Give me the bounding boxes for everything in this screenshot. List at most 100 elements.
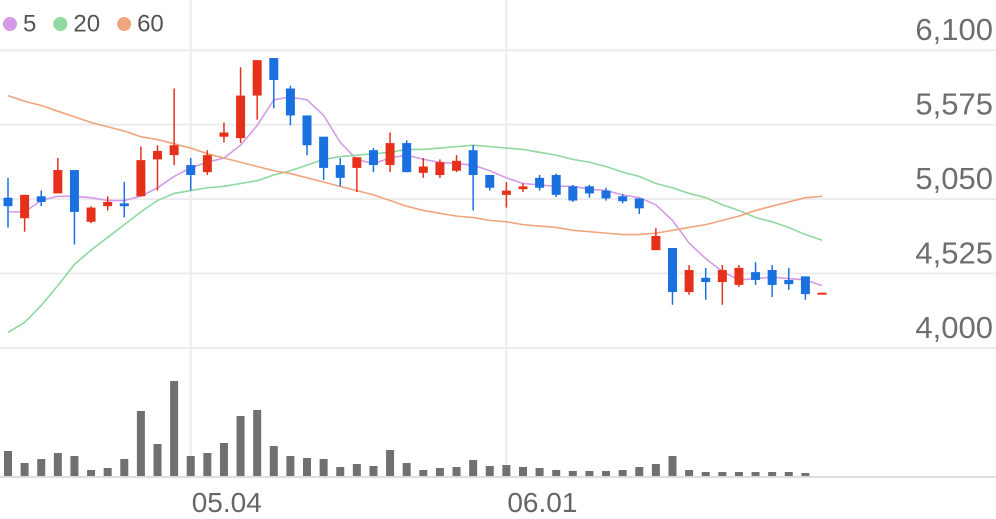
candle-body [468,150,478,175]
candle-body [86,207,96,222]
volume-bar [568,471,577,476]
volume-bar [303,458,312,476]
candle-body [302,115,312,146]
candle-body [20,194,30,219]
volume-bar [103,468,112,476]
candle-body [551,175,561,195]
candle-body [153,150,163,160]
volume-bar [452,467,461,476]
x-tick-label: 05.04 [192,487,262,518]
candle-body [784,279,794,285]
ma-line [7,144,823,334]
volume-bar [535,468,544,476]
candle-body [252,60,262,96]
volume-bar [419,470,428,476]
candle-body [800,276,810,295]
ma-line [7,94,823,236]
volume-bar [136,411,145,476]
volume-bar [120,459,129,476]
volume-bar [319,459,328,476]
candle-body [751,272,761,280]
candle-body [352,157,362,168]
candle-body [3,197,13,207]
candle-body [53,170,63,194]
candle-body [601,190,611,199]
candle-body [717,270,727,283]
candle-body [418,166,428,173]
volume-bar [651,464,660,476]
candle-body [202,155,212,173]
candle-body [36,196,46,202]
candle-body [452,160,462,171]
x-tick-label: 06.01 [507,487,577,518]
volume-bar [87,470,96,476]
volume-bar [734,472,743,476]
candle-body [767,270,777,285]
volume-bar [53,453,62,476]
candle-body [667,248,677,292]
legend-swatch [3,17,17,31]
volume-bar [369,466,378,476]
legend-label: 5 [23,10,36,37]
legend-label: 60 [137,10,164,37]
candle-body [186,165,196,175]
volume-bar [386,450,395,476]
volume-bar [602,471,611,476]
volume-bar [219,443,228,476]
y-tick-label: 4,000 [915,310,993,345]
volume-bar [4,451,12,476]
volume-bar [668,456,677,476]
volume-bar [784,472,793,476]
volume-bar [352,464,361,476]
volume-bar [768,472,777,476]
volume-bar [236,416,245,476]
volume-bar [153,444,162,476]
volume-bar [751,472,760,476]
volume-bar [336,467,345,476]
candle-body [485,175,495,188]
candle-body [269,58,279,80]
y-tick-label: 5,050 [915,161,993,196]
candle-body [385,143,395,166]
candle-body [734,267,744,285]
candle-body [535,177,545,188]
candle-body [651,235,661,251]
volume-bar [502,465,511,476]
y-tick-label: 5,575 [915,87,993,122]
candle-body [618,196,628,202]
volume-bar [203,453,212,476]
candle-body [584,186,594,194]
volume-bar [37,459,46,476]
volume-bar [585,471,594,476]
volume-bar [552,470,561,476]
candle-body [219,132,229,137]
candle-body [435,162,445,175]
candle-body [136,160,146,197]
volume-bar [70,456,79,476]
volume-bar [635,467,644,476]
candle-body [368,150,378,166]
y-tick-label: 4,525 [915,236,993,271]
volume-bar [518,467,527,476]
candle-body [501,190,511,195]
volume-bar [485,466,494,476]
legend-label: 20 [73,10,100,37]
legend-swatch [53,17,68,31]
volume-bar [286,456,295,476]
candle-body [236,95,246,139]
candle-body [103,201,113,207]
volume-bar [469,460,478,476]
candle-body [701,277,711,283]
candle-body [285,88,295,116]
candle-body [69,170,79,212]
volume-bar [186,456,195,476]
candle-body [518,186,528,190]
candle-body [817,292,827,295]
legend: 5 20 60 [3,10,164,37]
legend-swatch [117,17,132,31]
volume-bar [253,410,262,476]
volume-bar [435,468,444,476]
volume-bar [618,470,627,476]
candle-body [319,136,329,168]
